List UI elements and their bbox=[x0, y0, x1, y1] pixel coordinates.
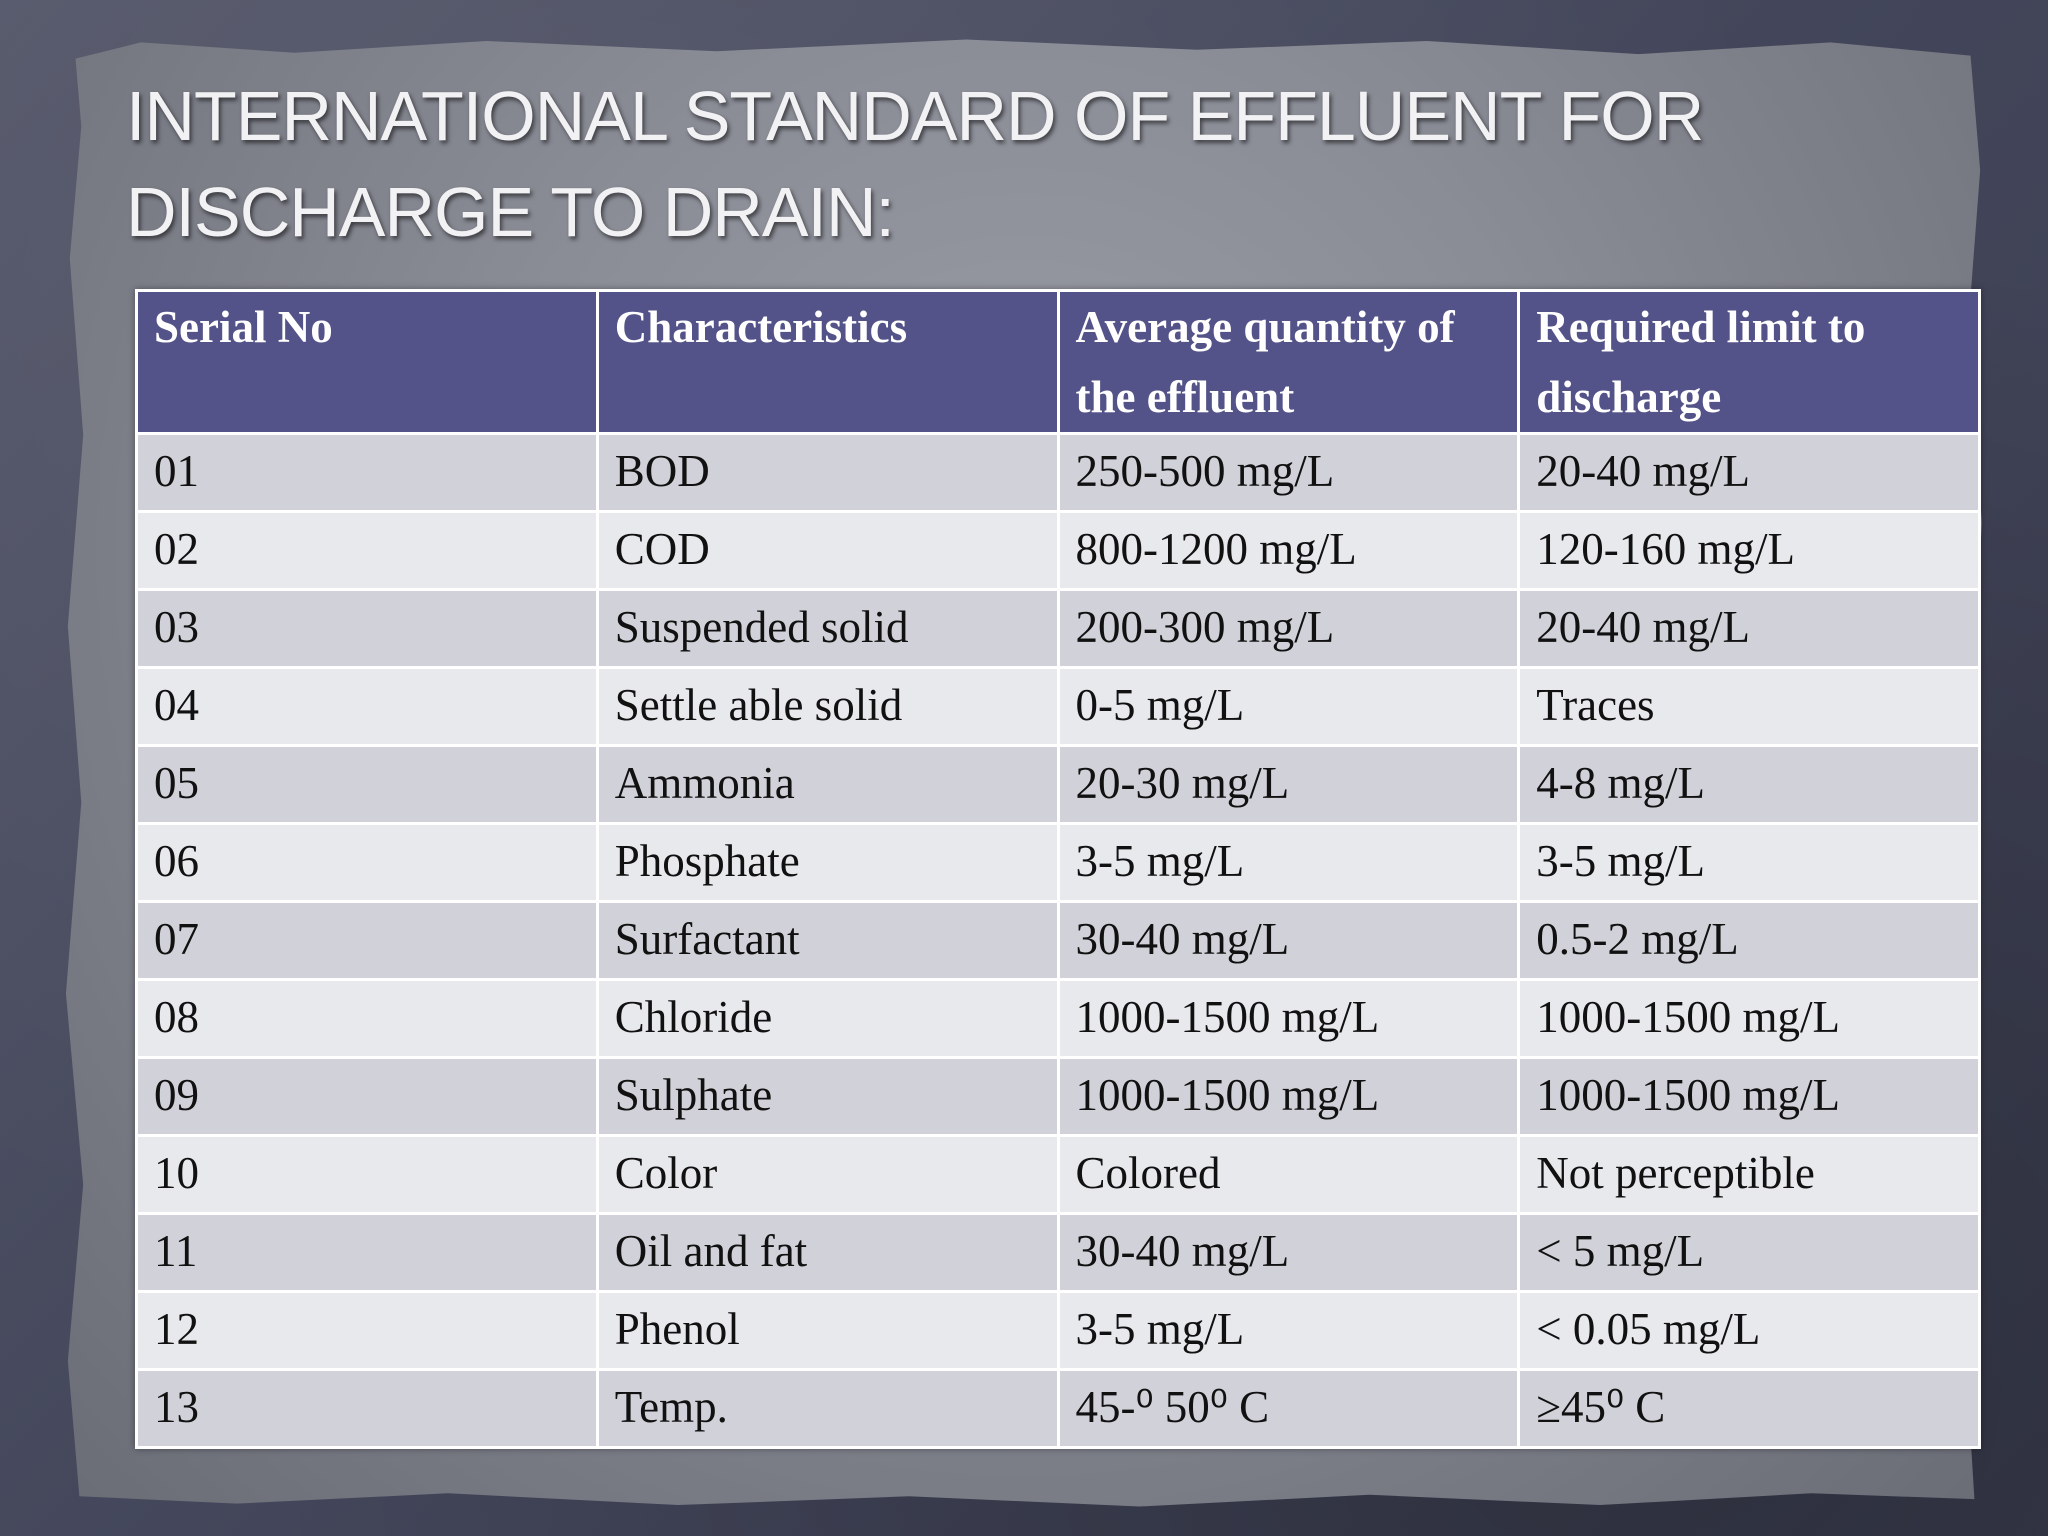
cell-average-quantity: 1000-1500 mg/L bbox=[1056, 1056, 1521, 1137]
cell-required-limit: 1000-1500 mg/L bbox=[1517, 1056, 1981, 1137]
table-row: 10 Color Colored Not perceptible bbox=[135, 1134, 1981, 1215]
cell-required-limit: ≥45⁰ C bbox=[1517, 1368, 1981, 1449]
cell-serial-no: 01 bbox=[135, 432, 599, 513]
cell-characteristic: Temp. bbox=[595, 1368, 1060, 1449]
cell-average-quantity: 3-5 mg/L bbox=[1056, 1290, 1521, 1371]
cell-characteristic: Ammonia bbox=[595, 744, 1060, 825]
table-row: 13 Temp. 45-⁰ 50⁰ C ≥45⁰ C bbox=[135, 1368, 1981, 1449]
header-characteristics: Characteristics bbox=[595, 289, 1060, 435]
table-row: 04 Settle able solid 0-5 mg/L Traces bbox=[135, 666, 1981, 747]
cell-characteristic: Settle able solid bbox=[595, 666, 1060, 747]
cell-average-quantity: 200-300 mg/L bbox=[1056, 588, 1521, 669]
slide-title: INTERNATIONAL STANDARD OF EFFLUENT FOR D… bbox=[126, 77, 1704, 251]
cell-serial-no: 08 bbox=[135, 978, 599, 1059]
table-row: 07 Surfactant 30-40 mg/L 0.5-2 mg/L bbox=[135, 900, 1981, 981]
table-row: 02 COD 800-1200 mg/L 120-160 mg/L bbox=[135, 510, 1981, 591]
cell-average-quantity: 30-40 mg/L bbox=[1056, 1212, 1521, 1293]
cell-average-quantity: 250-500 mg/L bbox=[1056, 432, 1521, 513]
cell-required-limit: 1000-1500 mg/L bbox=[1517, 978, 1981, 1059]
cell-characteristic: Phosphate bbox=[595, 822, 1060, 903]
table-row: 08 Chloride 1000-1500 mg/L 1000-1500 mg/… bbox=[135, 978, 1981, 1059]
cell-characteristic: BOD bbox=[595, 432, 1060, 513]
table-row: 05 Ammonia 20-30 mg/L 4-8 mg/L bbox=[135, 744, 1981, 825]
table-row: 01 BOD 250-500 mg/L 20-40 mg/L bbox=[135, 432, 1981, 513]
cell-serial-no: 11 bbox=[135, 1212, 599, 1293]
cell-serial-no: 05 bbox=[135, 744, 599, 825]
cell-required-limit: < 0.05 mg/L bbox=[1517, 1290, 1981, 1371]
header-required-limit: Required limit to discharge bbox=[1517, 289, 1981, 435]
cell-characteristic: Suspended solid bbox=[595, 588, 1060, 669]
cell-average-quantity: Colored bbox=[1056, 1134, 1521, 1215]
cell-characteristic: Sulphate bbox=[595, 1056, 1060, 1137]
table-row: 09 Sulphate 1000-1500 mg/L 1000-1500 mg/… bbox=[135, 1056, 1981, 1137]
cell-required-limit: Not perceptible bbox=[1517, 1134, 1981, 1215]
effluent-standards-table: Serial No Characteristics Average quanti… bbox=[135, 289, 1981, 1449]
header-serial-no: Serial No bbox=[135, 289, 599, 435]
cell-serial-no: 10 bbox=[135, 1134, 599, 1215]
cell-required-limit: 3-5 mg/L bbox=[1517, 822, 1981, 903]
cell-characteristic: Oil and fat bbox=[595, 1212, 1060, 1293]
table-header-row: Serial No Characteristics Average quanti… bbox=[135, 289, 1981, 435]
cell-required-limit: < 5 mg/L bbox=[1517, 1212, 1981, 1293]
cell-required-limit: 20-40 mg/L bbox=[1517, 432, 1981, 513]
cell-required-limit: Traces bbox=[1517, 666, 1981, 747]
cell-serial-no: 12 bbox=[135, 1290, 599, 1371]
cell-average-quantity: 30-40 mg/L bbox=[1056, 900, 1521, 981]
cell-required-limit: 4-8 mg/L bbox=[1517, 744, 1981, 825]
cell-characteristic: Chloride bbox=[595, 978, 1060, 1059]
cell-characteristic: Phenol bbox=[595, 1290, 1060, 1371]
cell-required-limit: 0.5-2 mg/L bbox=[1517, 900, 1981, 981]
cell-serial-no: 06 bbox=[135, 822, 599, 903]
cell-required-limit: 120-160 mg/L bbox=[1517, 510, 1981, 591]
cell-serial-no: 09 bbox=[135, 1056, 599, 1137]
cell-serial-no: 13 bbox=[135, 1368, 599, 1449]
cell-average-quantity: 1000-1500 mg/L bbox=[1056, 978, 1521, 1059]
cell-average-quantity: 0-5 mg/L bbox=[1056, 666, 1521, 747]
table-row: 06 Phosphate 3-5 mg/L 3-5 mg/L bbox=[135, 822, 1981, 903]
cell-characteristic: Color bbox=[595, 1134, 1060, 1215]
cell-characteristic: Surfactant bbox=[595, 900, 1060, 981]
table-row: 11 Oil and fat 30-40 mg/L < 5 mg/L bbox=[135, 1212, 1981, 1293]
cell-required-limit: 20-40 mg/L bbox=[1517, 588, 1981, 669]
cell-serial-no: 07 bbox=[135, 900, 599, 981]
cell-average-quantity: 45-⁰ 50⁰ C bbox=[1056, 1368, 1521, 1449]
table-row: 03 Suspended solid 200-300 mg/L 20-40 mg… bbox=[135, 588, 1981, 669]
cell-serial-no: 04 bbox=[135, 666, 599, 747]
table-row: 12 Phenol 3-5 mg/L < 0.05 mg/L bbox=[135, 1290, 1981, 1371]
cell-average-quantity: 20-30 mg/L bbox=[1056, 744, 1521, 825]
cell-characteristic: COD bbox=[595, 510, 1060, 591]
cell-serial-no: 03 bbox=[135, 588, 599, 669]
cell-serial-no: 02 bbox=[135, 510, 599, 591]
header-average-quantity: Average quantity of the effluent bbox=[1056, 289, 1521, 435]
cell-average-quantity: 3-5 mg/L bbox=[1056, 822, 1521, 903]
cell-average-quantity: 800-1200 mg/L bbox=[1056, 510, 1521, 591]
